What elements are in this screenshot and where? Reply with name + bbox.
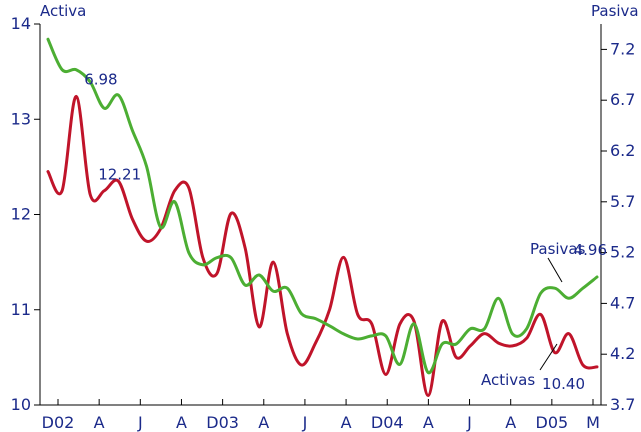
tick-labels: 10 11 12 13 14 3.7 4.2 4.7 5.2 5.7 6.2 6.7 7.2 D02 A J A… bbox=[11, 14, 636, 432]
right-y-tick-label: 4.2 bbox=[610, 344, 635, 363]
left-y-tick-label: 14 bbox=[11, 14, 31, 33]
data-label-pasivas: 4.96 bbox=[574, 241, 607, 259]
left-y-tick-label: 12 bbox=[11, 205, 31, 224]
right-y-tick-label: 5.7 bbox=[610, 192, 635, 211]
right-y-tick-label: 3.7 bbox=[610, 395, 635, 414]
x-tick-label: A bbox=[258, 413, 269, 432]
data-label-activas: 10.40 bbox=[542, 375, 585, 393]
series-lines bbox=[46, 37, 599, 397]
x-tick-label: D05 bbox=[536, 413, 569, 432]
activas-leader-line bbox=[539, 343, 558, 371]
data-label-pasivas: 6.98 bbox=[84, 71, 117, 89]
right-y-tick-label: 7.2 bbox=[610, 39, 635, 58]
x-tick-label: A bbox=[505, 413, 516, 432]
x-tick-label: D03 bbox=[206, 413, 239, 432]
left-y-tick-label: 10 bbox=[11, 395, 31, 414]
x-tick-label: A bbox=[423, 413, 434, 432]
data-labels: 6.98 12.21 4.96 10.40 bbox=[84, 71, 607, 393]
pasivas-leader-line bbox=[547, 257, 563, 283]
x-tick-label: J bbox=[466, 413, 472, 432]
x-tick-label: A bbox=[176, 413, 187, 432]
axes bbox=[34, 23, 607, 406]
x-tick-label: D04 bbox=[371, 413, 404, 432]
x-tick-label: J bbox=[137, 413, 143, 432]
series-line-pasivas bbox=[46, 37, 599, 375]
x-tick-label: D02 bbox=[42, 413, 75, 432]
right-y-tick-label: 5.2 bbox=[610, 243, 635, 262]
series-label-pasivas: Pasivas bbox=[530, 240, 586, 258]
x-tick-label: J bbox=[302, 413, 308, 432]
right-axis-title: Pasiva bbox=[591, 2, 639, 20]
left-axis-title: Activa bbox=[40, 2, 86, 20]
series-line-activas bbox=[46, 94, 599, 397]
series-label-activas: Activas bbox=[481, 371, 535, 389]
right-y-tick-label: 6.7 bbox=[610, 90, 635, 109]
x-tick-label: M bbox=[586, 413, 600, 432]
data-label-activas: 12.21 bbox=[98, 166, 141, 184]
x-tick-label: A bbox=[94, 413, 105, 432]
left-y-tick-label: 11 bbox=[11, 300, 31, 319]
right-y-tick-label: 6.2 bbox=[610, 141, 635, 160]
x-tick-label: A bbox=[341, 413, 352, 432]
right-y-tick-label: 4.7 bbox=[610, 293, 635, 312]
left-y-tick-label: 13 bbox=[11, 109, 31, 128]
